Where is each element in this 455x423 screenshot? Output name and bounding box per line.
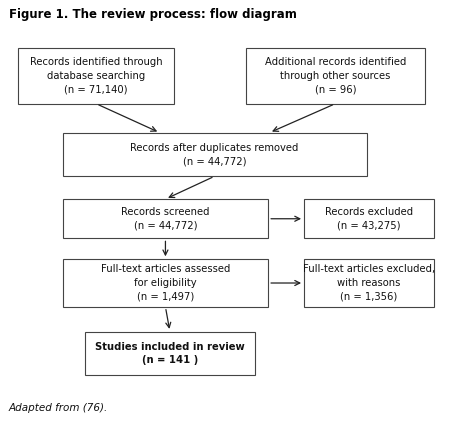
Text: Adapted from (76).: Adapted from (76). — [9, 403, 108, 412]
Text: Full-text articles excluded,
with reasons
(n = 1,356): Full-text articles excluded, with reason… — [302, 264, 434, 302]
Text: Records after duplicates removed
(n = 44,772): Records after duplicates removed (n = 44… — [130, 143, 298, 166]
Text: Figure 1. The review process: flow diagram: Figure 1. The review process: flow diagr… — [9, 8, 296, 22]
Text: Studies included in review
(n = 141 ): Studies included in review (n = 141 ) — [95, 342, 244, 365]
Text: Records excluded
(n = 43,275): Records excluded (n = 43,275) — [324, 207, 412, 231]
Bar — [85, 332, 254, 375]
Text: Full-text articles assessed
for eligibility
(n = 1,497): Full-text articles assessed for eligibil… — [101, 264, 230, 302]
Bar — [62, 133, 366, 176]
Bar — [18, 48, 174, 104]
Text: Additional records identified
through other sources
(n = 96): Additional records identified through ot… — [264, 57, 405, 94]
Text: Records identified through
database searching
(n = 71,140): Records identified through database sear… — [30, 57, 162, 94]
Text: Records screened
(n = 44,772): Records screened (n = 44,772) — [121, 207, 209, 231]
Bar — [303, 199, 433, 239]
Bar — [62, 259, 268, 307]
Bar — [245, 48, 424, 104]
Bar — [303, 259, 433, 307]
Bar — [62, 199, 268, 239]
